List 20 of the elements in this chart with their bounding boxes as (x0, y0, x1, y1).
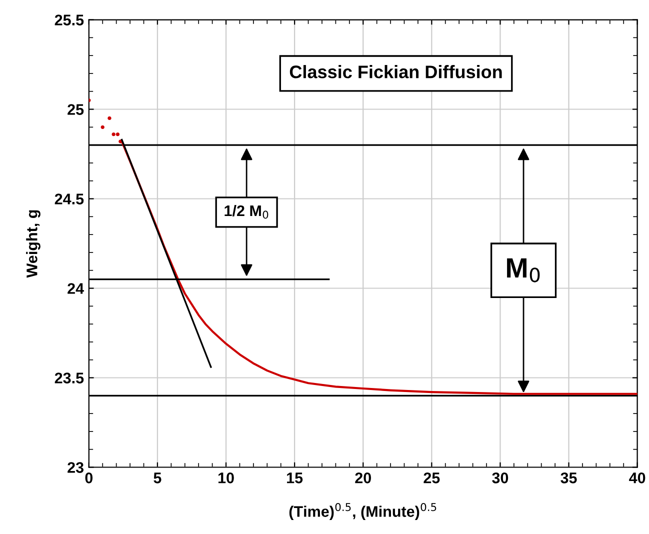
x-tick-label: 10 (218, 472, 234, 484)
x-tick-label: 30 (492, 472, 508, 484)
y-tick-label: 25.5 (54, 14, 84, 26)
y-tick-label: 25 (68, 104, 84, 115)
y-tick-label: 23.5 (54, 372, 84, 384)
y-tick-label: 24 (68, 283, 84, 294)
x-tick-label: 0 (85, 472, 93, 484)
y-tick-label: 24.5 (54, 194, 84, 204)
y-tick-label: 23 (68, 462, 84, 473)
annotation: 1/2 M$_{0}$ (224, 204, 268, 219)
x-tick-label: 40 (629, 472, 646, 484)
x-tick-label: 20 (355, 472, 371, 484)
x-tick-label: 15 (287, 472, 303, 484)
x-tick-label: 5 (154, 472, 162, 484)
annotation: Classic Fickian Diffusion (290, 65, 502, 78)
x-axis-title: (Time)$^{0.5}$, (Minute)$^{0.5}$ (289, 503, 436, 520)
x-tick-label: 35 (560, 472, 577, 484)
x-tick-label: 25 (424, 472, 440, 484)
annotation: M$_{0}$ (507, 258, 540, 282)
y-axis-title: Weight, g (26, 210, 40, 278)
